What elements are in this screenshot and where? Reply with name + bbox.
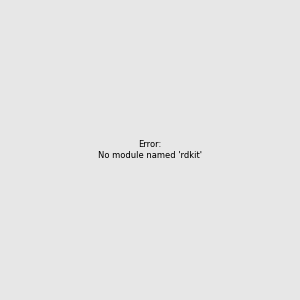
Text: Error:
No module named 'rdkit': Error: No module named 'rdkit' xyxy=(98,140,202,160)
